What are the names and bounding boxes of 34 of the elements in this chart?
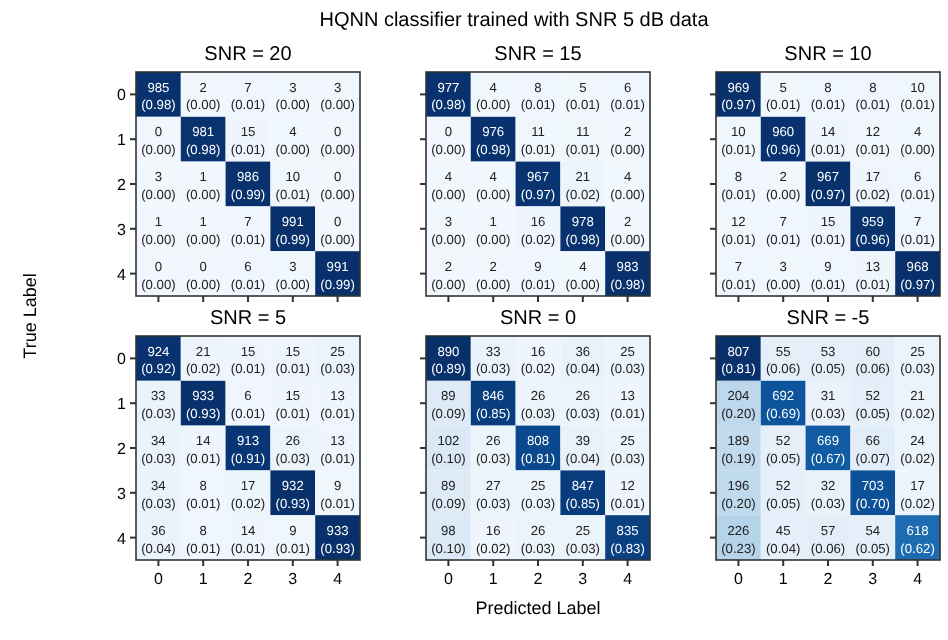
y-tick-label: 3 bbox=[117, 220, 128, 239]
y-tick-label: 0 bbox=[117, 86, 128, 105]
chart-title: SNR = 10 bbox=[784, 44, 873, 66]
x-tick-label: 4 bbox=[913, 570, 924, 588]
y-tick-label: 0 bbox=[117, 350, 128, 369]
x-tick-label: 3 bbox=[868, 570, 879, 588]
x-tick-label: 0 bbox=[733, 570, 744, 588]
y-tick-label: 4 bbox=[117, 265, 128, 284]
x-tick-label: 3 bbox=[288, 570, 299, 588]
text: HQNN classifier trained with SNR 5 dB data bbox=[319, 10, 710, 32]
x-tick-label: 4 bbox=[623, 570, 634, 588]
x-tick-label: 2 bbox=[533, 570, 544, 588]
y-tick-label: 1 bbox=[117, 395, 128, 414]
x-tick-label: 4 bbox=[333, 570, 344, 588]
x-tick-label: 0 bbox=[153, 570, 164, 588]
y-tick-label: 2 bbox=[117, 440, 128, 458]
x-tick-label: 0 bbox=[443, 570, 454, 588]
chart-title: SNR = 0 bbox=[499, 308, 577, 330]
chart-title: SNR = 5 bbox=[209, 308, 287, 330]
chart-title: SNR = 15 bbox=[494, 44, 583, 66]
x-tick-label: 3 bbox=[578, 570, 589, 588]
y-axis-title: True Label bbox=[20, 273, 40, 359]
y-tick-label: 3 bbox=[117, 484, 128, 503]
chart-title: SNR = 20 bbox=[204, 44, 293, 66]
x-tick-label: 1 bbox=[488, 570, 499, 588]
y-tick-label: 2 bbox=[117, 176, 128, 194]
y-tick-label: 4 bbox=[117, 529, 128, 548]
x-tick-label: 2 bbox=[243, 570, 254, 588]
y-tick-label: 1 bbox=[117, 131, 128, 150]
x-tick-label: 1 bbox=[198, 570, 209, 588]
x-axis-title: Predicted Label bbox=[475, 598, 601, 618]
x-tick-label: 1 bbox=[778, 570, 789, 588]
x-tick-label: 2 bbox=[823, 570, 834, 588]
chart-title: SNR = -5 bbox=[786, 308, 871, 330]
